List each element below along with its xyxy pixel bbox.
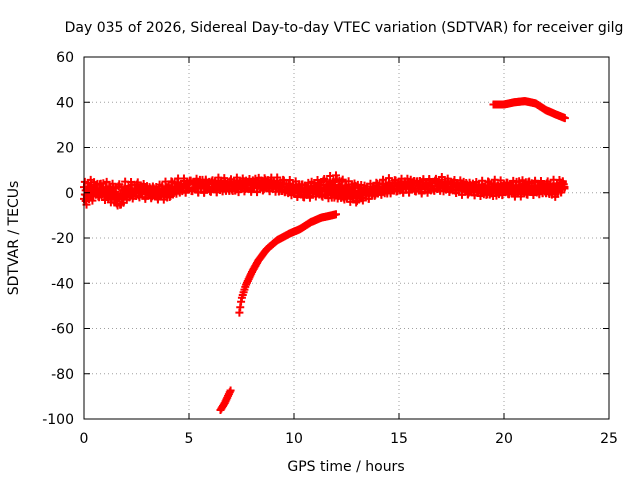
x-axis-label: GPS time / hours xyxy=(287,459,404,475)
x-tick-label: 25 xyxy=(600,431,618,447)
y-tick-label: -60 xyxy=(51,322,74,338)
plot-area-frame xyxy=(83,56,610,420)
data-point xyxy=(102,177,111,186)
data-point xyxy=(338,175,347,184)
x-tick-label: 5 xyxy=(185,431,194,447)
data-point xyxy=(358,196,367,205)
x-tick-label: 10 xyxy=(285,431,303,447)
y-tick-label: 0 xyxy=(65,186,74,202)
data-series xyxy=(80,97,569,414)
data-point xyxy=(226,386,235,395)
x-tick-label: 0 xyxy=(80,431,89,447)
y-tick-label: -100 xyxy=(42,412,74,428)
chart-title: Day 035 of 2026, Sidereal Day-to-day VTE… xyxy=(65,20,624,36)
data-point xyxy=(560,114,569,123)
axis-ticks: 0 5 10 15 20 25 -100 -80 -60 -40 -20 0 20 40 60 xyxy=(42,50,618,447)
grid-lines xyxy=(84,57,609,419)
y-tick-label: 40 xyxy=(56,95,74,111)
data-point xyxy=(305,193,314,202)
y-tick-label: 20 xyxy=(56,141,74,157)
y-tick-label: -80 xyxy=(51,367,74,383)
y-tick-label: -20 xyxy=(51,231,74,247)
x-tick-label: 20 xyxy=(495,431,513,447)
y-axis-label: SDTVAR / TECUs xyxy=(6,181,22,296)
y-tick-label: -40 xyxy=(51,276,74,292)
y-tick-label: 60 xyxy=(56,50,74,66)
data-point xyxy=(332,210,340,219)
x-tick-label: 15 xyxy=(390,431,408,447)
data-point xyxy=(560,182,569,191)
data-point xyxy=(285,179,294,188)
